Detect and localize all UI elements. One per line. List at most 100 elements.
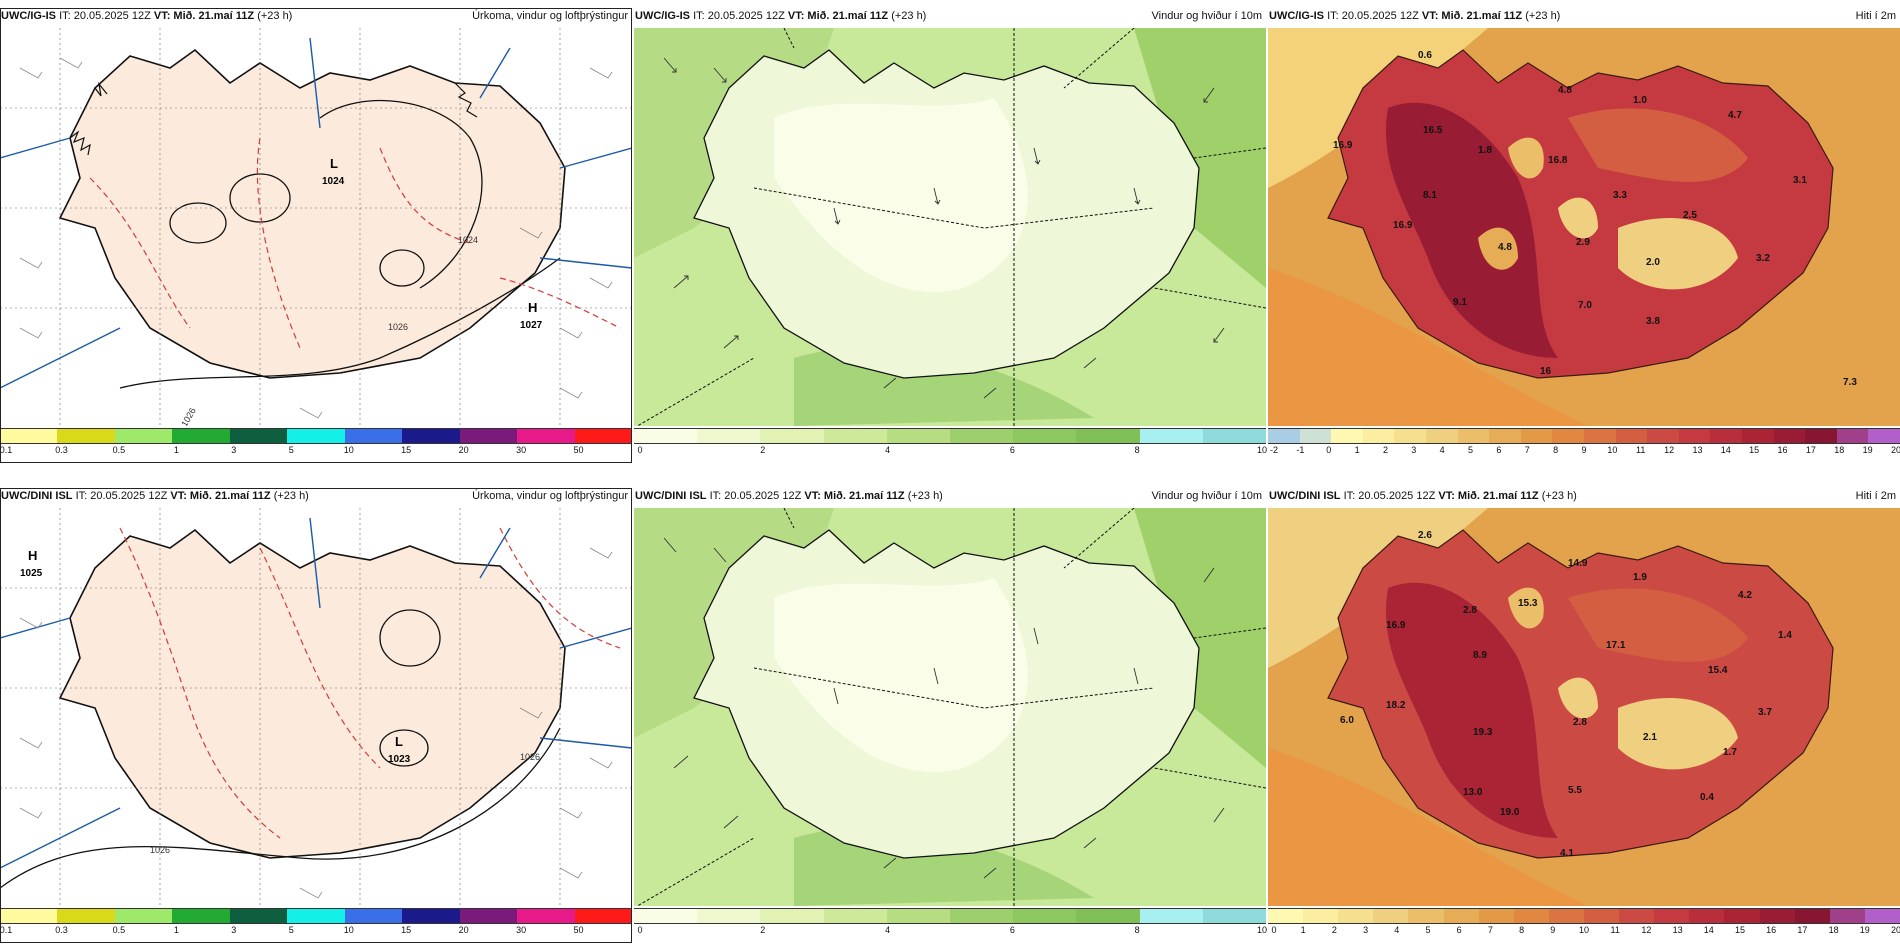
colorbar-tick-label: 11: [1610, 925, 1620, 935]
colorbar-tick-label: 4: [885, 445, 891, 455]
colorbar-segment: [1303, 909, 1339, 923]
wind-arrows: [663, 57, 1225, 399]
precip-map: H 1025 L 1023 1026 1026: [0, 508, 632, 906]
colorbar-segment: [886, 909, 951, 923]
isobar-line: [319, 100, 483, 289]
temp-label: 16.9: [1386, 620, 1406, 631]
panel-precip-dini: UWC/DINI ISL IT: 20.05.2025 12Z VT: Mið.…: [0, 488, 632, 943]
temp-colorbar: [1268, 908, 1900, 924]
isobar-label: 1026: [388, 322, 408, 332]
colorbar-tick-label: 0: [637, 925, 643, 935]
coastline-fjords: [69, 81, 478, 156]
lead-time: (+23 h): [1525, 10, 1561, 22]
wind-colorbar-ticks: 0 2 4 6 8 10: [634, 444, 1267, 458]
panel-title: Úrkoma, vindur og loftþrýstingur: [472, 490, 628, 502]
lead-time: (+23 h): [891, 10, 927, 22]
valid-time-label: VT:: [787, 10, 805, 22]
precip-colorbar-ticks: 0.1 0.3 0.5 1 3 5 10 15 20 30 50: [0, 924, 632, 938]
iceland-landmass: [58, 528, 566, 859]
colorbar-segment: [1202, 909, 1267, 923]
precip-colorbar: [0, 908, 632, 924]
lead-time: (+23 h): [257, 10, 293, 22]
colorbar-tick-label: 5: [288, 925, 294, 935]
colorbar-segment: [950, 909, 1014, 923]
temp-label: 3.3: [1613, 190, 1627, 201]
valid-time: Mið. 21.maí 11Z: [823, 490, 905, 502]
colorbar-tick-label: 1: [1354, 445, 1360, 455]
colorbar-tick-label: 20: [1890, 925, 1900, 935]
colorbar-segment: [1520, 429, 1553, 443]
colorbar-tick-label: 0: [637, 445, 643, 455]
colorbar-segment: [1139, 909, 1203, 923]
model-name: UWC/IG-IS: [1269, 10, 1324, 22]
panel-precip-igis: UWC/IG-IS IT: 20.05.2025 12Z VT: Mið. 21…: [0, 8, 632, 463]
colorbar-segment: [823, 909, 887, 923]
colorbar-segment: [950, 429, 1014, 443]
colorbar-segment: [1678, 429, 1711, 443]
colorbar-tick-label: 15: [1734, 925, 1746, 935]
temp-label: 16.8: [1548, 155, 1568, 166]
temp-label: 15.3: [1518, 598, 1538, 609]
pressure-center-value: 1027: [520, 320, 543, 331]
colorbar-segment: [402, 909, 460, 923]
temp-label: 2.1: [1643, 732, 1657, 743]
colorbar-tick-label: 14: [1703, 925, 1714, 935]
colorbar-tick-label: 0: [1326, 445, 1332, 455]
temp-map-svg: [1268, 28, 1900, 426]
colorbar-tick-label: 10: [343, 445, 354, 455]
colorbar-segment: [1829, 909, 1865, 923]
temp-label: 4.7: [1728, 110, 1742, 121]
temp-label: 6.0: [1340, 715, 1354, 726]
colorbar-tick-label: 0.5: [112, 445, 126, 455]
wind-map: [634, 508, 1266, 906]
colorbar-segment: [1552, 429, 1584, 443]
isobar-label: 1024: [458, 235, 478, 245]
temp-label: 0.6: [1418, 50, 1432, 61]
temp-label: 17.1: [1606, 640, 1626, 651]
temp-label: 2.5: [1683, 210, 1697, 221]
colorbar-tick-label: 7: [1524, 445, 1530, 455]
colorbar-segment: [1299, 429, 1332, 443]
valid-time: Mið. 21.maí 11Z: [173, 10, 255, 22]
colorbar-segment: [57, 909, 115, 923]
colorbar-segment: [1868, 429, 1900, 443]
colorbar-tick-label: 30: [516, 925, 527, 935]
temp-label: 9.1: [1453, 297, 1467, 308]
colorbar-tick-label: 8: [1134, 925, 1140, 935]
pressure-center-value: 1025: [20, 568, 43, 579]
colorbar-tick-label: 6: [1496, 445, 1502, 455]
colorbar-tick-label: 10: [1256, 925, 1268, 935]
temp-colorbar: [1268, 428, 1900, 444]
wind-map-svg: [634, 508, 1266, 906]
valid-time: Mið. 21.maí 11Z: [807, 10, 889, 22]
colorbar-segment: [1689, 909, 1725, 923]
iceland-landmass: [58, 48, 566, 379]
colorbar-segment: [1724, 909, 1760, 923]
precip-colorbar: [0, 428, 632, 444]
colorbar-tick-label: 1: [173, 445, 179, 455]
temp-label: 4.2: [1738, 590, 1752, 601]
colorbar-segment: [1478, 909, 1514, 923]
colorbar-segment: [344, 909, 403, 923]
init-time: IT: 20.05.2025 12Z: [1327, 10, 1419, 22]
colorbar-segment: [760, 429, 824, 443]
colorbar-segment: [1076, 909, 1140, 923]
pressure-center-letter: H: [28, 548, 37, 563]
colorbar-tick-label: 3: [231, 925, 237, 935]
temp-label: 8.9: [1473, 650, 1487, 661]
wind-map: [634, 28, 1266, 426]
temp-label: 4.1: [1560, 848, 1574, 859]
colorbar-segment: [1794, 909, 1830, 923]
colorbar-segment: [886, 429, 951, 443]
isobar-label: 1026: [520, 752, 540, 762]
temp-label: 19.0: [1500, 807, 1520, 818]
colorbar-segment: [1836, 429, 1869, 443]
temp-label: 16.5: [1423, 125, 1443, 136]
model-name: UWC/IG-IS: [635, 10, 690, 22]
colorbar-tick-label: 10: [343, 925, 354, 935]
precip-map: L 1024 H 1027 1024 1026 1026: [0, 28, 632, 426]
colorbar-tick-label: 19: [1862, 445, 1873, 455]
colorbar-tick-label: 50: [573, 445, 584, 455]
colorbar-tick-label: 10: [1578, 925, 1590, 935]
colorbar-tick-label: 0.3: [55, 445, 68, 455]
